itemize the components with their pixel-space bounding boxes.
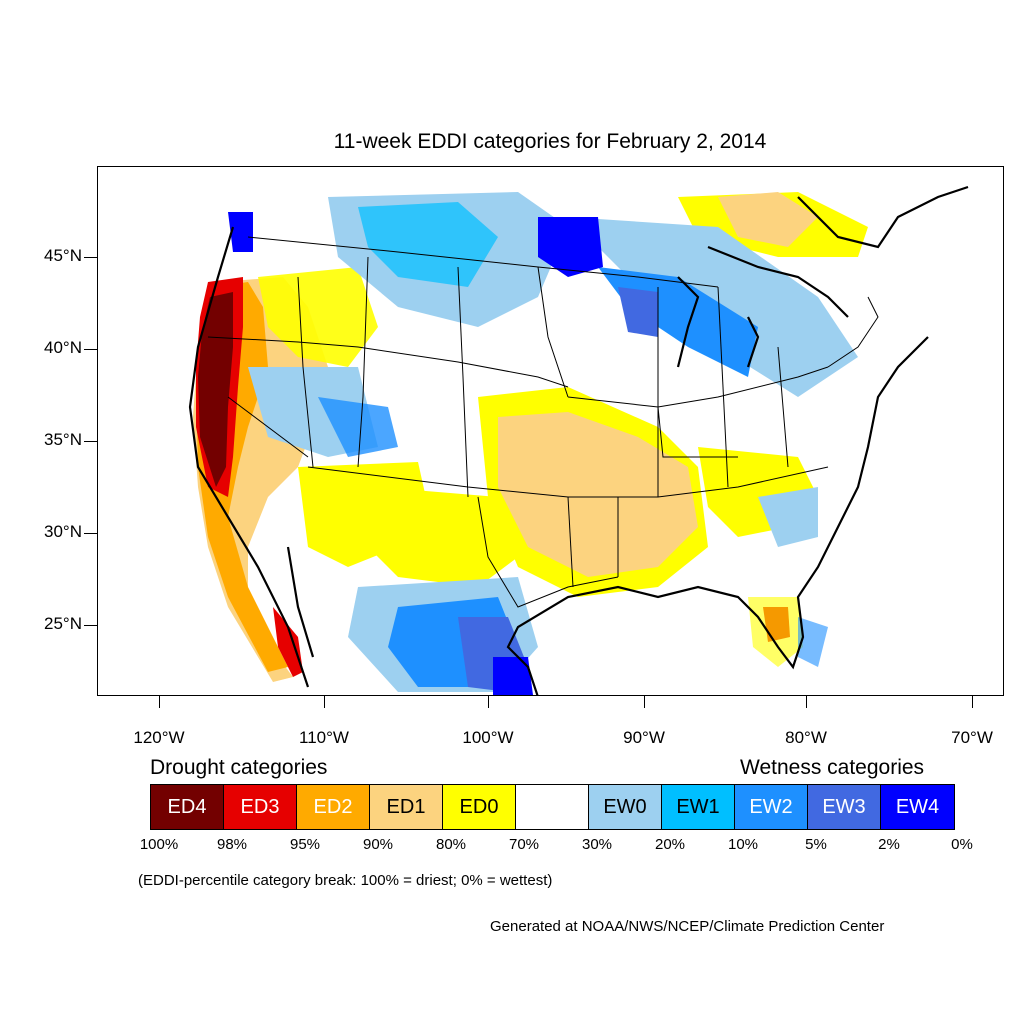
region-ew1-north <box>358 202 498 287</box>
region-ed0-texas <box>358 487 518 587</box>
percentile-break-label: 5% <box>805 836 827 853</box>
region-ew2-puget <box>228 212 253 252</box>
percentile-break-label: 70% <box>508 836 540 853</box>
lat-tick-40 <box>84 349 97 350</box>
category-legend: ED4 ED3 ED2 ED1 ED0 EW0 EW1 EW2 EW3 EW4 <box>150 784 955 830</box>
drought-heading: Drought categories <box>150 756 328 779</box>
credit-line: Generated at NOAA/NWS/NCEP/Climate Predi… <box>490 918 885 935</box>
region-ew4-north <box>538 217 603 277</box>
region-ew0-carolina <box>758 487 818 547</box>
wetness-heading: Wetness categories <box>740 756 925 779</box>
legend-swatch-ed2: ED2 <box>297 785 370 829</box>
percentile-break-label: 100% <box>139 836 179 853</box>
legend-swatch-neutral <box>516 785 589 829</box>
lat-label-25: 25°N <box>44 614 82 633</box>
lon-tick-80 <box>806 696 807 708</box>
percentile-break-label: 90% <box>362 836 394 853</box>
lon-label-80: 80°W <box>785 728 827 747</box>
region-ed1-plains <box>498 412 698 577</box>
lon-tick-110 <box>324 696 325 708</box>
map-title: 11-week EDDI categories for February 2, … <box>333 130 767 153</box>
lon-tick-100 <box>488 696 489 708</box>
region-ed0-idaho <box>258 267 378 367</box>
legend-swatch-ew4: EW4 <box>881 785 954 829</box>
category-note: (EDDI-percentile category break: 100% = … <box>138 872 553 889</box>
lon-label-70: 70°W <box>951 728 993 747</box>
legend-swatch-ew0: EW0 <box>589 785 662 829</box>
lon-tick-120 <box>159 696 160 708</box>
legend-swatch-ed1: ED1 <box>370 785 443 829</box>
eddi-map <box>188 185 969 695</box>
percentile-break-label: 30% <box>581 836 613 853</box>
percentile-break-label: 0% <box>951 836 973 853</box>
region-ew4-gulf <box>493 657 533 695</box>
percentile-break-label: 98% <box>216 836 248 853</box>
legend-swatch-ed3: ED3 <box>224 785 297 829</box>
coastlines <box>188 185 969 695</box>
lat-label-40: 40°N <box>44 338 82 357</box>
lat-label-35: 35°N <box>44 430 82 449</box>
lat-tick-45 <box>84 257 97 258</box>
percentile-break-label: 80% <box>435 836 467 853</box>
legend-swatch-ed4: ED4 <box>151 785 224 829</box>
lon-tick-70 <box>972 696 973 708</box>
legend-swatch-ed0: ED0 <box>443 785 516 829</box>
region-ew2-nevada <box>318 397 398 457</box>
map-frame <box>97 166 1004 696</box>
state-boundaries <box>207 236 879 608</box>
lon-label-90: 90°W <box>623 728 665 747</box>
region-ew1-florida <box>798 617 828 667</box>
percentile-break-label: 2% <box>878 836 900 853</box>
lon-tick-90 <box>644 696 645 708</box>
region-ew3-lakes <box>618 287 658 337</box>
legend-swatch-ew3: EW3 <box>808 785 881 829</box>
lon-label-110: 110°W <box>299 728 349 747</box>
percentile-break-label: 20% <box>654 836 686 853</box>
legend-swatch-ew1: EW1 <box>662 785 735 829</box>
region-ed3-baja <box>273 607 303 677</box>
lat-label-30: 30°N <box>44 522 82 541</box>
lat-tick-25 <box>84 625 97 626</box>
percentile-break-label: 10% <box>727 836 759 853</box>
lat-tick-35 <box>84 441 97 442</box>
lat-label-45: 45°N <box>44 246 82 265</box>
lon-label-120: 120°W <box>133 728 185 747</box>
percentile-break-label: 95% <box>289 836 321 853</box>
region-ed4-west <box>198 292 233 487</box>
region-ed0-florida <box>748 597 803 667</box>
lon-label-100: 100°W <box>462 728 514 747</box>
region-ed1-ontario <box>718 192 818 247</box>
legend-swatch-ew2: EW2 <box>735 785 808 829</box>
lat-tick-30 <box>84 533 97 534</box>
